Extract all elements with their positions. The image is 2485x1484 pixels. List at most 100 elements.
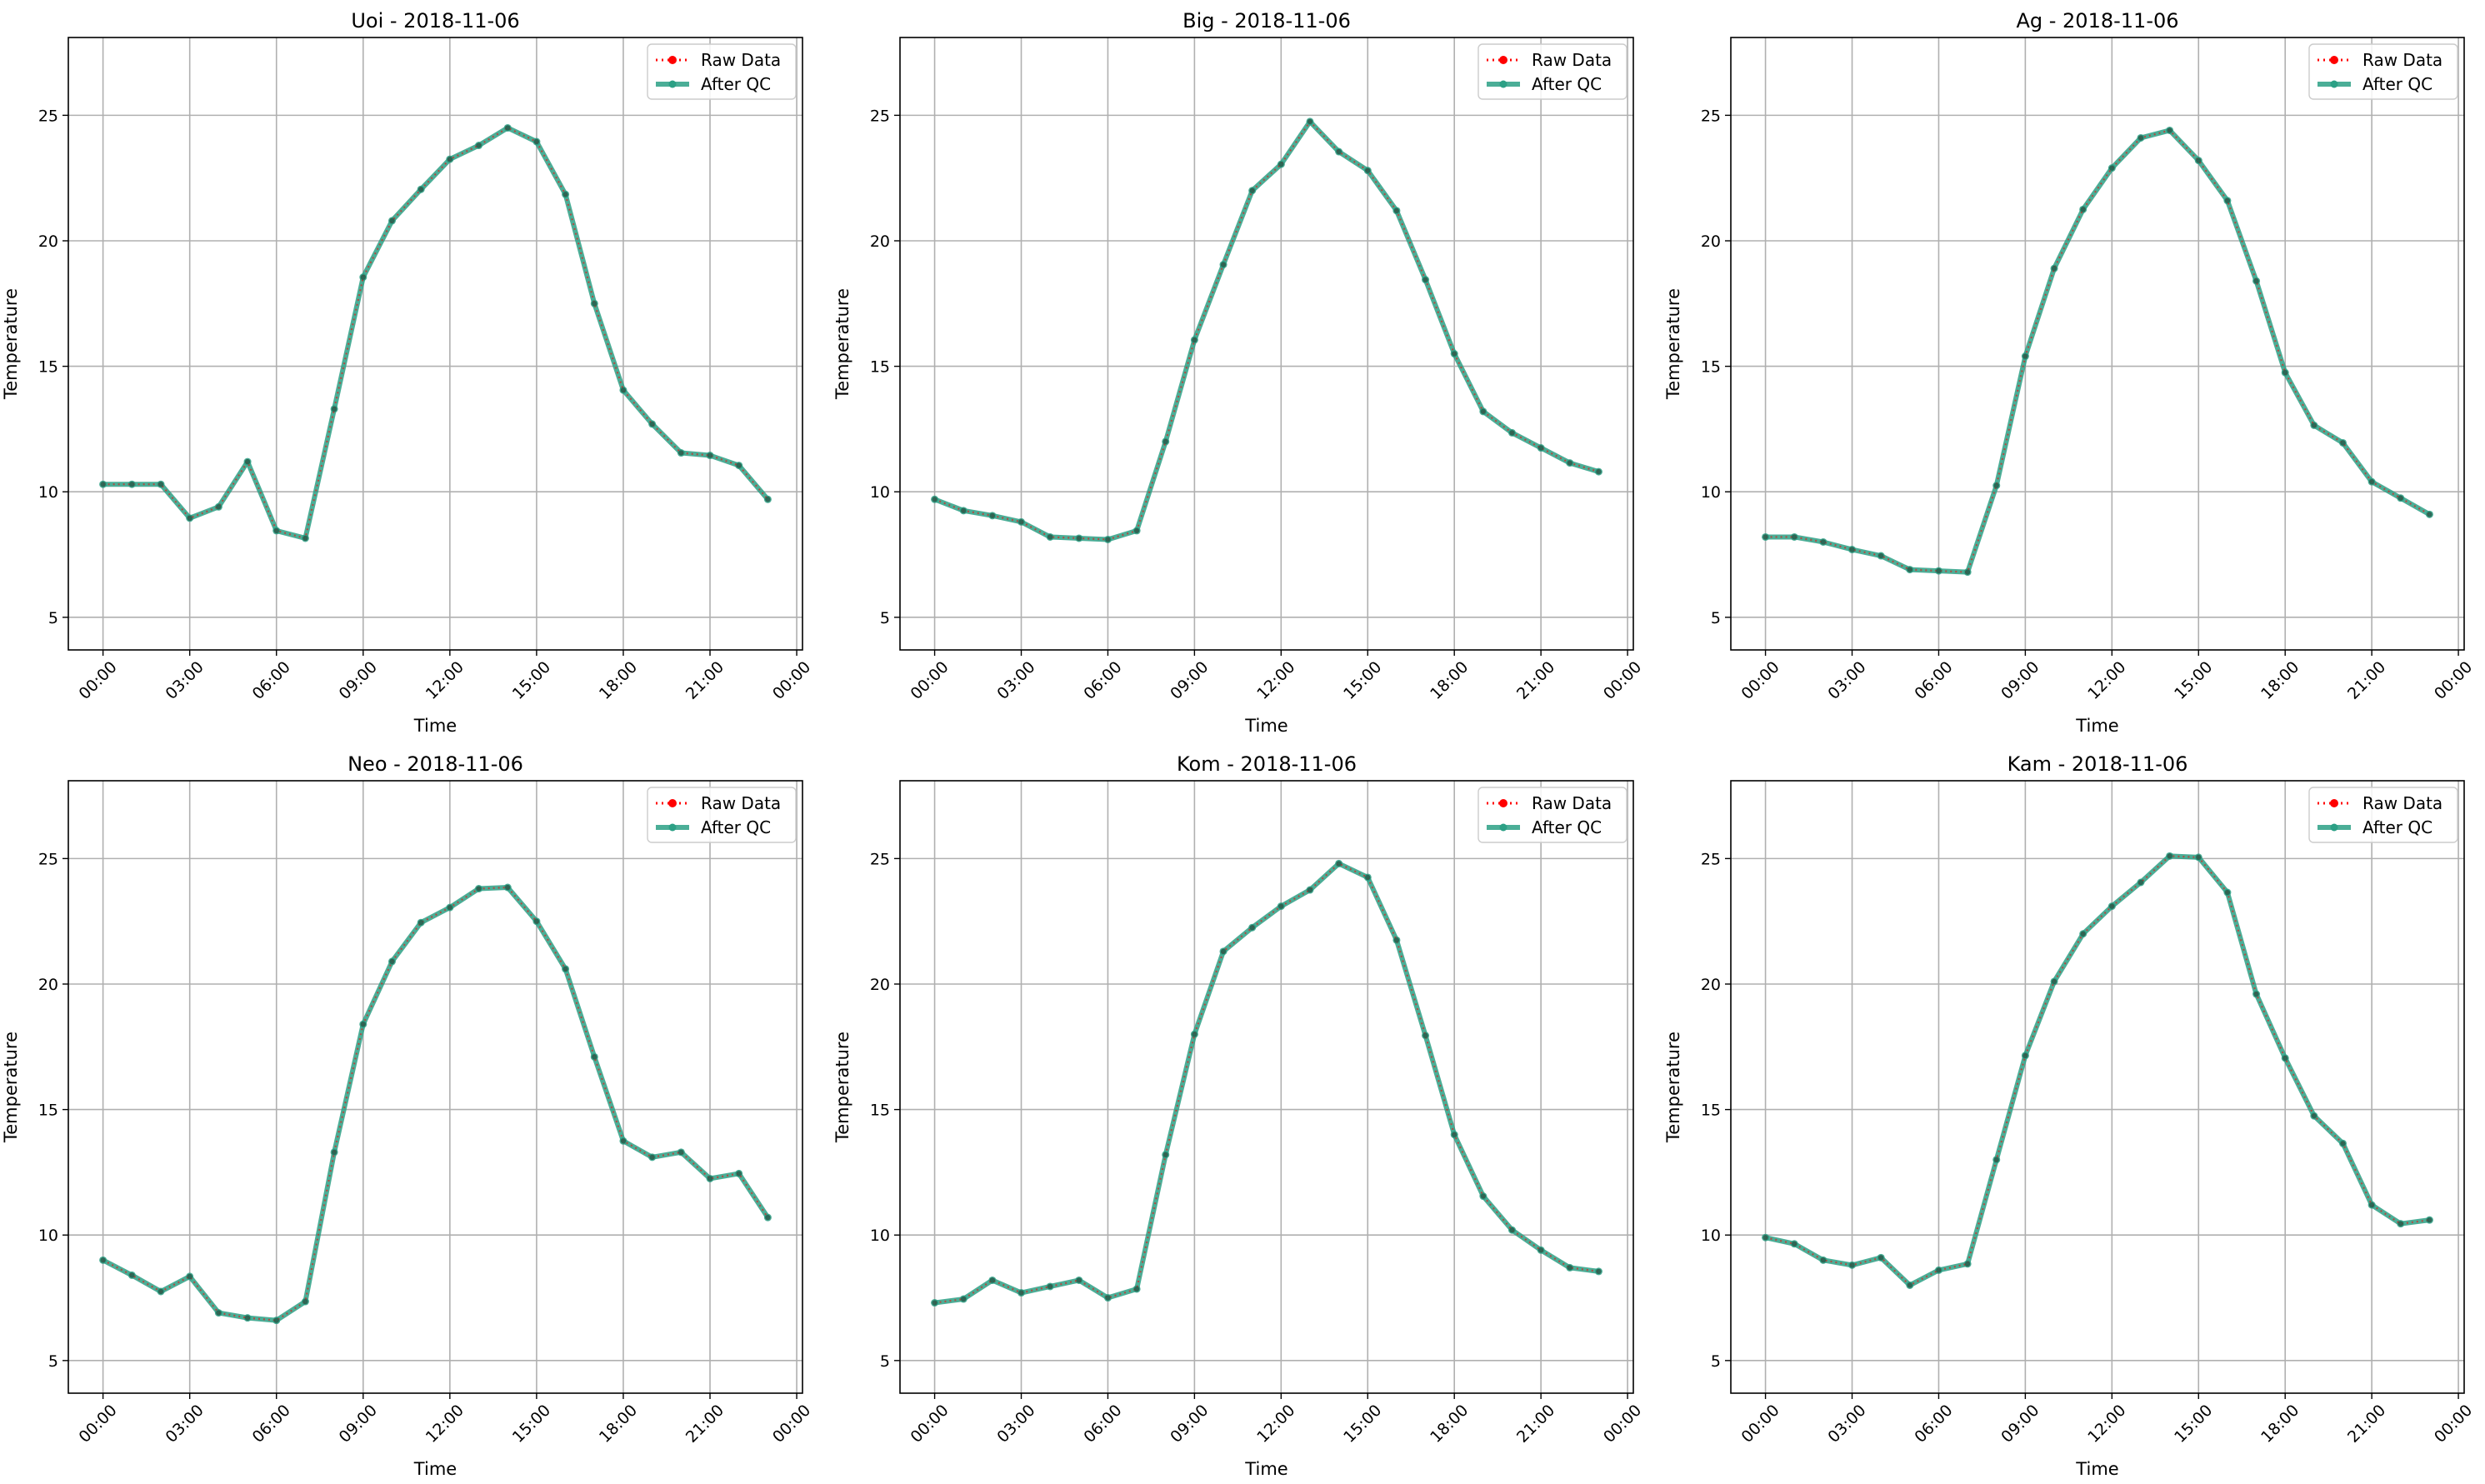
x-tick-label: 00:00 [907, 1402, 952, 1447]
x-tick-label: 00:00 [769, 1402, 814, 1447]
x-tick-label: 03:00 [993, 658, 1038, 703]
point-raw-data [505, 884, 511, 891]
point-raw-data [418, 919, 424, 926]
point-raw-data [649, 1154, 655, 1161]
chart-title: Ag - 2018-11-06 [2016, 9, 2178, 32]
series-line-raw-data [1765, 129, 2430, 573]
x-tick-label: 18:00 [2258, 658, 2302, 703]
point-raw-data [989, 1277, 996, 1283]
y-tick-label: 5 [48, 1352, 58, 1371]
point-raw-data [1964, 569, 1971, 575]
legend: Raw Data After QC [1478, 43, 1628, 100]
legend-label-raw-data: Raw Data [2362, 793, 2442, 813]
y-tick-label: 20 [870, 976, 890, 994]
point-raw-data [707, 1176, 713, 1182]
x-tick-label: 12:00 [2084, 1402, 2129, 1447]
y-tick-label: 20 [1701, 232, 1721, 251]
y-tick-label: 25 [870, 107, 890, 125]
point-raw-data [1220, 262, 1227, 267]
x-tick-label: 18:00 [596, 1402, 641, 1447]
point-raw-data [1480, 1193, 1487, 1199]
series-line-after-qc [102, 885, 770, 1323]
point-raw-data [418, 187, 424, 192]
point-raw-data [678, 450, 684, 456]
point-raw-data [447, 904, 453, 911]
x-tick-label: 00:00 [75, 1402, 120, 1447]
point-raw-data [961, 507, 967, 514]
y-tick-label: 10 [38, 483, 58, 502]
point-raw-data [1133, 527, 1140, 534]
point-raw-data [2340, 440, 2346, 446]
x-tick-label: 21:00 [682, 1402, 728, 1447]
point-raw-data [187, 1273, 192, 1280]
point-raw-data [1993, 482, 1999, 488]
series-line-raw-data [934, 120, 1599, 541]
y-tick-label: 5 [880, 1352, 890, 1371]
chart-title: Kom - 2018-11-06 [1177, 752, 1357, 776]
x-tick-label: 09:00 [1998, 1402, 2042, 1447]
point-raw-data [100, 1257, 106, 1263]
point-raw-data [1762, 1235, 1768, 1241]
point-raw-data [1336, 861, 1342, 867]
x-tick-label: 03:00 [993, 1402, 1038, 1447]
x-tick-label: 18:00 [1427, 1402, 1472, 1447]
point-raw-data [1451, 1132, 1458, 1137]
x-tick-label: 15:00 [1340, 1402, 1385, 1447]
y-tick-label: 25 [38, 107, 58, 125]
point-raw-data [2253, 277, 2259, 284]
y-tick-label: 5 [1711, 609, 1721, 627]
legend-label-raw-data: Raw Data [2362, 50, 2442, 70]
axes-frame [899, 37, 1634, 651]
point-raw-data [649, 421, 655, 427]
legend-marker-raw-data [668, 56, 677, 64]
point-raw-data [2427, 512, 2432, 517]
x-tick-label: 00:00 [907, 658, 952, 703]
y-tick-label: 5 [48, 609, 58, 627]
x-tick-label: 15:00 [509, 658, 554, 703]
point-raw-data [244, 458, 251, 465]
point-raw-data [1162, 1152, 1168, 1158]
chart-title: Uoi - 2018-11-06 [351, 9, 519, 32]
series-line-raw-data [102, 127, 769, 540]
point-raw-data [2253, 991, 2259, 997]
chart-panel-2: 00:00 03:00 06:00 09:00 12:00 15:00 18:00 21:00… [832, 9, 1645, 736]
chart-panel-4: 00:00 03:00 06:00 09:00 12:00 15:00 18:00 21:00… [1, 752, 814, 1479]
y-axis-label: Temperature [1, 1032, 21, 1143]
legend: Raw Data After QC [2308, 787, 2458, 843]
x-tick-label: 12:00 [1253, 1402, 1298, 1447]
point-raw-data [1538, 1247, 1544, 1253]
x-tick-label: 06:00 [1080, 658, 1125, 703]
point-raw-data [592, 1054, 598, 1060]
point-raw-data [2051, 265, 2058, 272]
point-raw-data [2138, 135, 2144, 141]
y-tick-label: 5 [880, 609, 890, 627]
point-raw-data [620, 387, 627, 393]
point-raw-data [389, 958, 395, 965]
legend: Raw Data After QC [1478, 787, 1628, 843]
x-tick-label: 21:00 [2344, 658, 2389, 703]
legend-label-raw-data: Raw Data [1532, 50, 1612, 70]
point-raw-data [707, 452, 713, 458]
point-raw-data [187, 515, 192, 522]
x-tick-label: 12:00 [1253, 658, 1298, 703]
point-raw-data [1849, 547, 1855, 552]
point-raw-data [1422, 1032, 1428, 1038]
point-raw-data [1936, 1267, 1942, 1273]
x-axis-label: Time [413, 1459, 457, 1479]
point-raw-data [1509, 1227, 1515, 1233]
point-raw-data [2022, 353, 2028, 359]
point-raw-data [273, 527, 279, 534]
x-tick-label: 12:00 [2084, 658, 2129, 703]
point-raw-data [2022, 1052, 2028, 1059]
x-tick-label: 12:00 [422, 1402, 468, 1447]
point-raw-data [2340, 1141, 2346, 1147]
legend-marker-after-qc [1499, 823, 1508, 832]
point-raw-data [1849, 1262, 1855, 1268]
point-raw-data [331, 406, 338, 412]
point-raw-data [620, 1138, 627, 1144]
legend-label-raw-data: Raw Data [1532, 793, 1612, 813]
legend-marker-raw-data [1499, 799, 1508, 807]
point-raw-data [389, 217, 395, 224]
x-tick-label: 18:00 [2258, 1402, 2302, 1447]
y-axis-label: Temperature [1, 288, 21, 400]
